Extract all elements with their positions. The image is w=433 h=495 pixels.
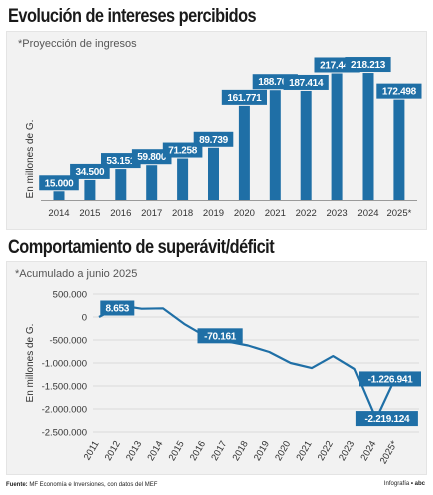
x-tick-label: 2022 [316, 439, 336, 463]
credit-footer: Infografía • abc [384, 481, 425, 487]
line-chart-title: Comportamiento de superávit/déficit [8, 237, 275, 258]
data-label: 187.414 [289, 78, 324, 89]
x-tick-label: 2014 [145, 439, 165, 463]
x-tick-label: 2019 [252, 439, 272, 463]
data-label: 15.000 [45, 178, 75, 189]
callout-box [197, 328, 243, 344]
bar [53, 191, 65, 200]
x-tick-label: 2021 [265, 208, 286, 219]
bar [177, 158, 189, 200]
x-tick-label: 2015 [79, 208, 100, 219]
data-label-box [283, 74, 329, 90]
data-label-box [131, 149, 172, 165]
data-label-box [376, 83, 422, 99]
callout-box [355, 411, 418, 427]
x-tick-label: 2012 [103, 439, 123, 463]
data-label: 53.151 [106, 156, 136, 167]
callout-box [359, 371, 421, 387]
data-label: 34.500 [76, 167, 106, 178]
source-label: Fuente: [6, 482, 28, 488]
bar-chart-y-axis-label: En millones de G. [25, 120, 36, 199]
x-tick-label: 2023 [337, 439, 357, 463]
brand-logo: • abc [410, 481, 425, 487]
x-tick-label: 2025* [386, 208, 411, 219]
y-tick-label: 0 [82, 313, 87, 324]
data-label-box [101, 153, 141, 169]
data-label-box [193, 131, 234, 147]
x-tick-label: 2019 [203, 208, 224, 219]
bar [238, 105, 250, 200]
data-label: 59.800 [137, 152, 167, 163]
y-tick-label: -1.500.000 [42, 382, 87, 393]
bar [208, 147, 219, 200]
bar-chart-panel: *Proyección de ingresos En millones de G.… [6, 31, 427, 230]
callout-label: 8.653 [106, 304, 130, 315]
x-tick-label: 2015 [167, 439, 187, 463]
data-label-box [162, 142, 203, 158]
data-label-box [345, 57, 391, 73]
x-tick-label: 2017 [141, 208, 162, 219]
bar [393, 99, 405, 200]
bar [331, 73, 343, 200]
bar [115, 169, 127, 200]
x-tick-label: 2021 [295, 439, 315, 463]
credit-text: Infografía [383, 481, 410, 487]
series-line [98, 304, 399, 421]
bar [146, 165, 158, 200]
x-tick-label: 2018 [172, 208, 193, 219]
y-tick-label: -1.000.000 [42, 359, 87, 370]
line-chart-panel: *Acumulado a junio 2025 En millones de G.… [6, 261, 427, 475]
line-chart-y-axis-label: En millones de G. [25, 324, 36, 403]
bar-chart-title: Evolución de intereses percibidos [8, 6, 257, 27]
callout-label: -70.161 [204, 331, 237, 342]
x-tick-label: 2013 [124, 439, 144, 463]
callout-label: -2.219.124 [364, 414, 410, 425]
data-label: 71.258 [168, 146, 198, 157]
x-tick-label: 2011 [82, 439, 102, 462]
bar-chart-subtitle: *Proyección de ingresos [18, 38, 137, 50]
source-footer: Fuente: MF Economía e Inversiones, con d… [6, 482, 157, 488]
data-label: 161.771 [227, 93, 262, 104]
y-tick-label: 500.000 [53, 290, 87, 301]
data-label: 217.442 [320, 60, 355, 71]
y-tick-label: -500.000 [49, 336, 87, 347]
data-label-box [70, 163, 110, 179]
data-label: 172.498 [382, 87, 417, 98]
bar [300, 90, 312, 200]
bar-chart: *Proyección de ingresos En millones de G.… [18, 38, 422, 219]
x-tick-label: 2020 [234, 208, 255, 219]
x-tick-label: 2016 [188, 439, 208, 463]
data-label: 89.739 [199, 135, 229, 146]
data-label-box [221, 89, 267, 105]
callout-label: -1.226.941 [368, 374, 414, 385]
data-label: 188.700 [258, 77, 293, 88]
line-chart: *Acumulado a junio 2025 En millones de G.… [15, 268, 421, 466]
x-tick-label: 2014 [48, 208, 69, 219]
callout-box [100, 300, 135, 316]
x-tick-label: 2020 [273, 439, 293, 463]
x-tick-label: 2022 [296, 208, 317, 219]
x-tick-label: 2024 [357, 208, 378, 219]
x-tick-label: 2018 [231, 439, 251, 463]
line-chart-subtitle: *Acumulado a junio 2025 [15, 268, 137, 280]
x-tick-label: 2017 [209, 439, 229, 463]
x-tick-label: 2016 [110, 208, 131, 219]
x-tick-label: 2023 [327, 208, 348, 219]
source-text: MF Economía e Inversiones, con datos del… [29, 482, 158, 488]
x-tick-label: 2024 [358, 439, 378, 463]
bar [84, 179, 96, 200]
bar [362, 73, 374, 200]
data-label-box [39, 175, 79, 191]
y-tick-label: -2.500.000 [42, 428, 87, 439]
y-tick-label: -2.000.000 [42, 405, 87, 416]
data-label: 218.213 [351, 60, 386, 71]
bar [269, 90, 281, 200]
x-tick-label: 2025* [378, 439, 400, 466]
